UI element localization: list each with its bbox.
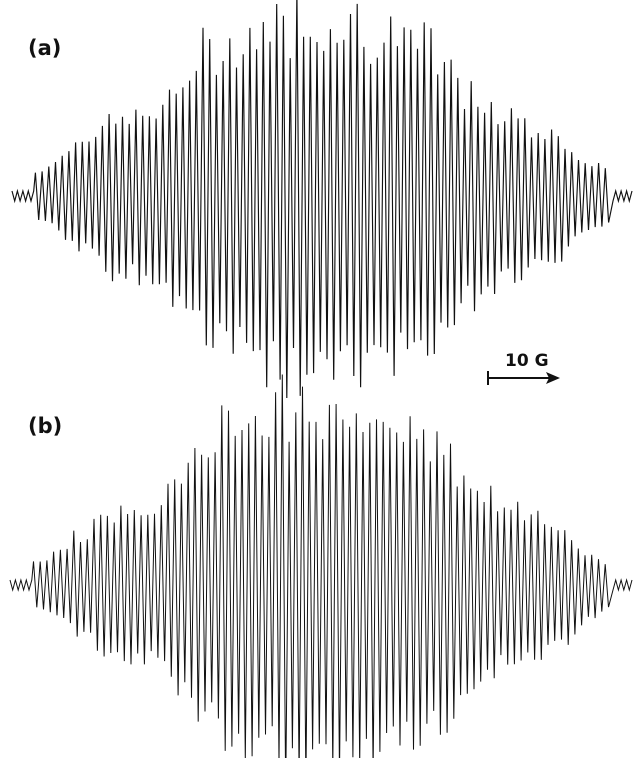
spectrum-trace-b [9,374,633,758]
panel-a: (a) [11,0,633,399]
scale-bar: 10 G [487,351,560,385]
panel-b-label: (b) [28,414,62,438]
arrow-right-icon [546,372,560,384]
panel-a-label: (a) [28,36,61,60]
panel-b: (b) [9,374,633,758]
scale-bar-label: 10 G [505,351,549,371]
spectrum-trace-a [11,0,633,399]
